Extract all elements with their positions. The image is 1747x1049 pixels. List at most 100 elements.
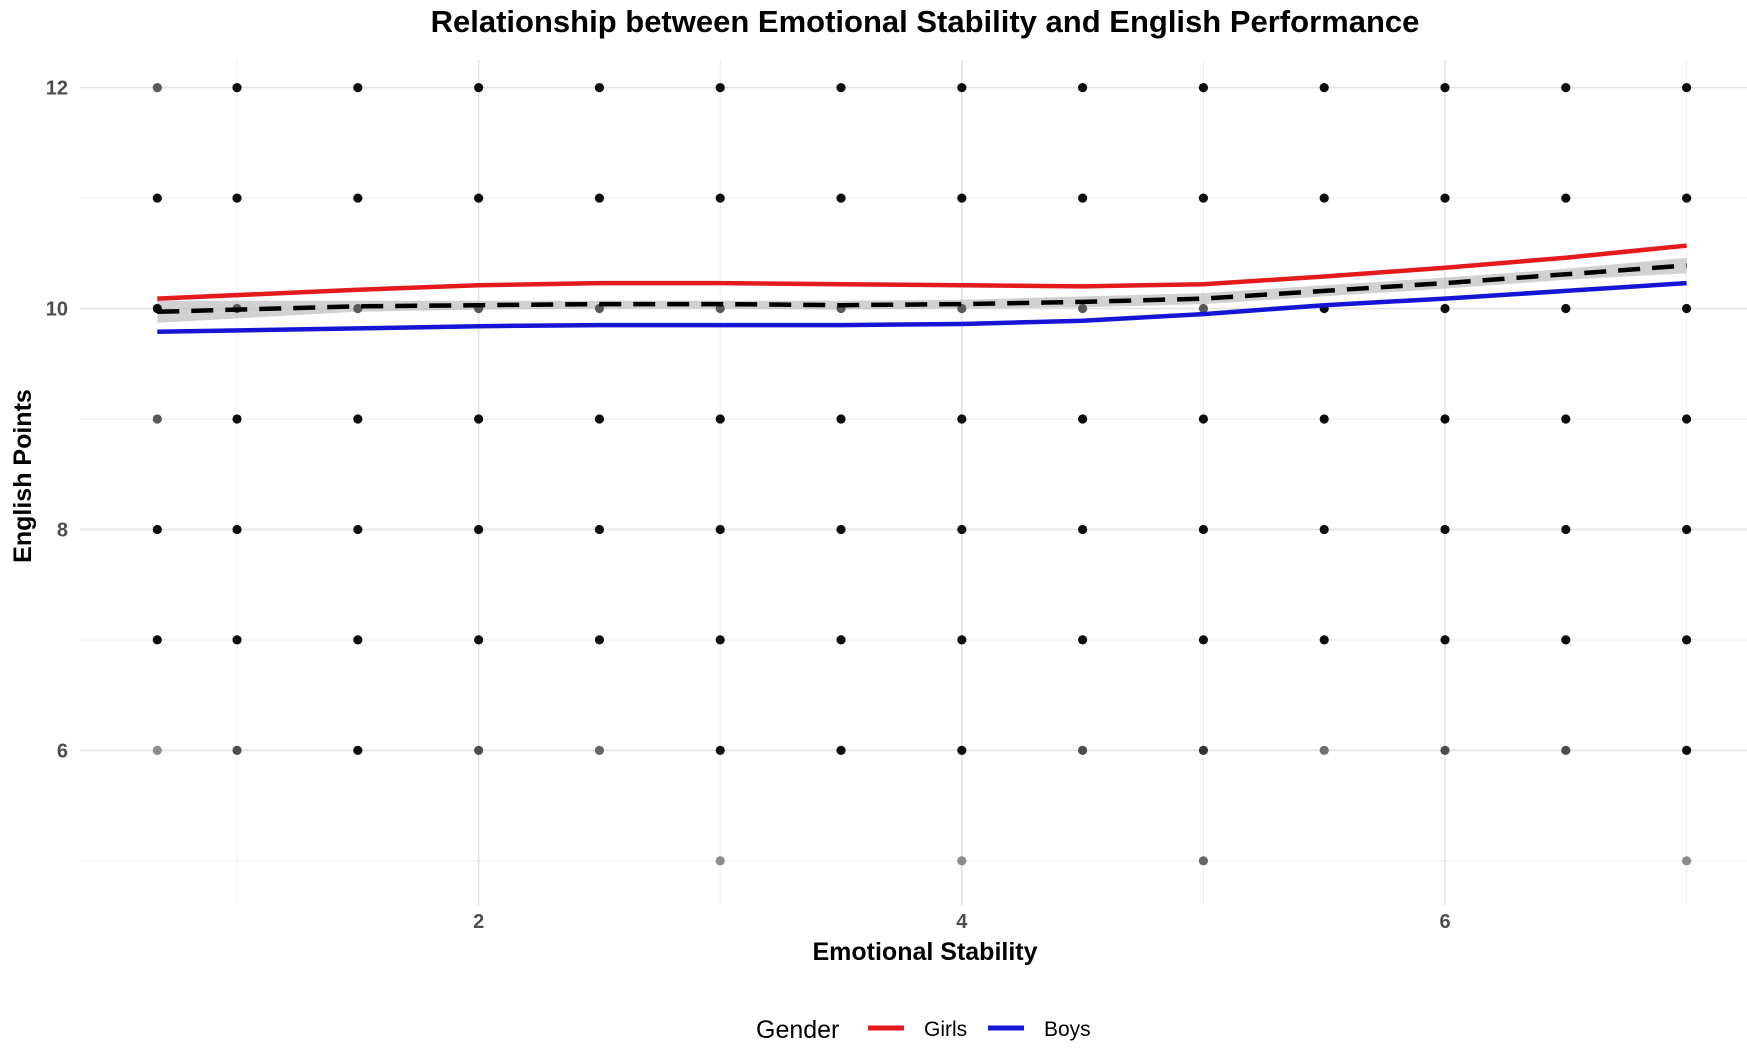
data-point [353, 524, 363, 535]
data-point [594, 193, 605, 203]
data-point [715, 524, 725, 535]
data-point [594, 524, 605, 535]
data-point [152, 745, 162, 755]
data-point [957, 856, 967, 866]
data-point [594, 745, 605, 755]
data-point [1319, 635, 1329, 645]
data-point [715, 414, 725, 424]
data-point [1440, 193, 1450, 203]
chart-title: Relationship between Emotional Stability… [431, 4, 1420, 39]
overall-trend-line [157, 263, 1687, 315]
data-point [1561, 524, 1571, 535]
data-point [957, 414, 967, 424]
data-point [1078, 524, 1088, 535]
data-point [353, 635, 363, 645]
data-point [1682, 635, 1692, 645]
x-tick-label: 4 [956, 911, 968, 933]
data-point [836, 193, 846, 203]
data-point [353, 414, 363, 424]
data-point [1198, 83, 1209, 93]
data-point [1078, 635, 1088, 645]
data-point [1561, 303, 1571, 314]
legend-title: Gender [756, 1016, 839, 1044]
data-point [1682, 83, 1692, 93]
grid-lines [80, 60, 1747, 905]
data-point [474, 635, 484, 645]
data-point [1198, 856, 1209, 866]
data-point [152, 414, 162, 424]
data-point [957, 745, 967, 755]
data-point [836, 524, 846, 535]
data-point [1561, 414, 1571, 424]
data-point [1198, 745, 1209, 755]
data-point [353, 303, 363, 314]
data-point [232, 524, 242, 535]
legend: Gender Girls Boys [756, 1016, 1091, 1044]
data-point [1078, 745, 1088, 755]
data-point [1440, 83, 1450, 93]
data-point [715, 856, 725, 866]
data-point [836, 83, 846, 93]
data-point [1198, 193, 1209, 203]
data-point [1561, 193, 1571, 203]
data-point [594, 414, 605, 424]
data-point [1198, 635, 1209, 645]
data-point [836, 414, 846, 424]
series-line-girls [157, 243, 1687, 301]
y-tick-label: 8 [57, 519, 68, 541]
data-point [353, 83, 363, 93]
data-point [474, 414, 484, 424]
data-point [474, 745, 484, 755]
data-point [1561, 635, 1571, 645]
data-point [836, 635, 846, 645]
data-point [594, 83, 605, 93]
series-line-boys [157, 280, 1687, 334]
y-axis-title: English Points [9, 389, 37, 563]
data-point [1319, 414, 1329, 424]
data-point [152, 193, 162, 203]
data-point [1078, 414, 1088, 424]
data-point [474, 83, 484, 93]
data-point [594, 635, 605, 645]
legend-label-girls: Girls [924, 1018, 967, 1041]
data-point [232, 745, 242, 755]
data-point [232, 193, 242, 203]
data-point [1682, 856, 1692, 866]
data-point [1078, 193, 1088, 203]
data-point [1682, 524, 1692, 535]
data-point [1561, 745, 1571, 755]
data-point [1682, 303, 1692, 314]
data-point [957, 193, 967, 203]
data-point [232, 414, 242, 424]
data-point [1078, 303, 1088, 314]
data-point [715, 83, 725, 93]
data-point [1440, 303, 1450, 314]
data-point [715, 635, 725, 645]
legend-label-boys: Boys [1044, 1018, 1091, 1041]
data-point [353, 745, 363, 755]
data-point [836, 745, 846, 755]
data-point [1198, 524, 1209, 535]
data-point [1440, 635, 1450, 645]
data-point [1078, 83, 1088, 93]
y-tick-label: 10 [46, 299, 68, 321]
x-tick-label: 6 [1439, 911, 1450, 933]
data-point [957, 524, 967, 535]
data-point [1440, 524, 1450, 535]
data-point [1682, 745, 1692, 755]
data-point [957, 635, 967, 645]
data-point [474, 193, 484, 203]
tick-labels: 6 8 10 12 2 4 6 [46, 78, 1451, 933]
data-point [1682, 414, 1692, 424]
data-point [1198, 414, 1209, 424]
y-tick-label: 6 [57, 740, 68, 762]
y-tick-label: 12 [46, 78, 68, 100]
data-point [1440, 414, 1450, 424]
x-tick-label: 2 [473, 911, 484, 933]
data-point [715, 193, 725, 203]
data-point [1682, 193, 1692, 203]
data-point [353, 193, 363, 203]
data-point [474, 524, 484, 535]
data-point [152, 524, 162, 535]
